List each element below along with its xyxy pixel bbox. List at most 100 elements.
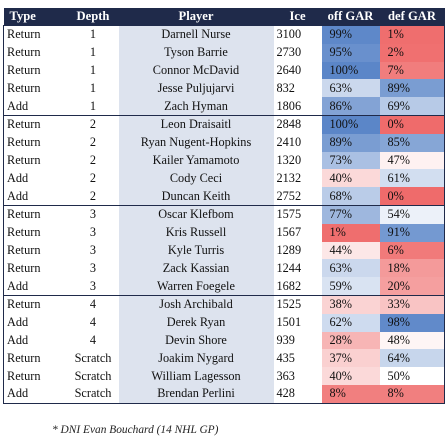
table-row: Add 2 Cody Ceci 2132 40% 61% (4, 169, 445, 188)
cell-player: Derek Ryan (118, 313, 274, 332)
cell-ice: 435 (276, 350, 295, 365)
cell-ice: 363 (276, 368, 295, 383)
cell-type: Add (7, 98, 29, 113)
cell-def-gar: 18% (379, 259, 445, 278)
cell-depth: 3 (89, 278, 97, 293)
cell-def-gar: 33% (379, 294, 445, 314)
cell-off-gar: 73% (321, 151, 380, 170)
cell-depth: 1 (89, 45, 97, 60)
cell-player: Kris Russell (118, 223, 274, 242)
table-row: Return 1 Connor McDavid 2640 100% 7% (4, 61, 445, 80)
cell-player: Zach Hyman (118, 97, 274, 116)
cell-depth: 4 (89, 315, 97, 330)
cell-ice: 1289 (276, 242, 302, 257)
cell-player: Josh Archibald (118, 294, 274, 314)
cell-def-gar: 2% (379, 43, 445, 62)
cell-player: Brendan Perlini (118, 384, 274, 404)
cell-ice: 2730 (276, 45, 302, 60)
cell-off-gar: 68% (321, 187, 380, 206)
cell-off-gar: 37% (321, 349, 380, 368)
cell-def-gar: 54% (379, 204, 445, 224)
cell-player: Devin Shore (118, 331, 274, 350)
cell-type: Add (7, 188, 29, 203)
table-row: Add 4 Derek Ryan 1501 62% 98% (4, 313, 445, 332)
cell-type: Return (7, 135, 41, 150)
cell-type: Return (7, 368, 41, 383)
table-row: Return Scratch Joakim Nygard 435 37% 64% (4, 349, 445, 368)
cell-type: Return (7, 225, 41, 240)
cell-def-gar: 8% (379, 384, 445, 404)
table-row: Add 3 Warren Foegele 1682 59% 20% (4, 277, 445, 296)
cell-off-gar: 28% (321, 331, 380, 350)
cell-ice: 1575 (273, 204, 322, 224)
cell-def-gar: 69% (379, 97, 445, 116)
table-row: Return 1 Tyson Barrie 2730 95% 2% (4, 43, 445, 62)
cell-depth: 1 (67, 24, 119, 44)
cell-player: Darnell Nurse (118, 24, 274, 44)
table-row: Return 1 Darnell Nurse 3100 99% 1% (3, 24, 445, 44)
cell-off-gar: 38% (321, 294, 380, 314)
cell-def-gar: 7% (379, 61, 445, 80)
header-type: Type (3, 8, 68, 26)
cell-depth: 4 (67, 294, 119, 314)
cell-def-gar: 64% (379, 349, 445, 368)
table-row: Return 3 Oscar Klefbom 1575 77% 54% (3, 204, 445, 224)
cell-player: Joakim Nygard (118, 349, 274, 368)
cell-type: Return (7, 45, 41, 60)
cell-off-gar: 62% (321, 313, 380, 332)
cell-ice: 2752 (276, 188, 302, 203)
cell-type: Return (7, 242, 41, 257)
cell-def-gar: 91% (379, 223, 445, 242)
cell-depth: 3 (89, 225, 97, 240)
cell-depth: 3 (89, 260, 97, 275)
table-row: Return 2 Ryan Nugent-Hopkins 2410 89% 85% (4, 133, 445, 152)
cell-type: Return (7, 62, 41, 77)
cell-off-gar: 63% (321, 259, 380, 278)
cell-depth: Scratch (74, 368, 112, 383)
table-row: Add 2 Duncan Keith 2752 68% 0% (4, 187, 445, 206)
cell-player: Duncan Keith (118, 187, 274, 206)
cell-depth: 4 (89, 332, 97, 347)
cell-type: Return (7, 152, 41, 167)
cell-type: Return (3, 204, 68, 224)
cell-type: Add (7, 332, 29, 347)
cell-type: Return (3, 294, 68, 314)
cell-depth: 3 (67, 204, 119, 224)
cell-def-gar: 6% (379, 241, 445, 260)
header-ice: Ice (273, 8, 322, 26)
cell-player: Zack Kassian (118, 259, 274, 278)
cell-ice: 832 (276, 80, 295, 95)
cell-off-gar: 89% (321, 133, 380, 152)
cell-type: Return (7, 260, 41, 275)
cell-depth: 2 (89, 152, 97, 167)
cell-ice: 1525 (273, 294, 322, 314)
cell-def-gar: 50% (379, 367, 445, 385)
cell-player: Warren Foegele (118, 277, 274, 296)
table-row: Add Scratch Brendan Perlini 428 8% 8% (3, 384, 445, 404)
cell-type: Add (7, 315, 29, 330)
cell-ice: 1682 (276, 278, 302, 293)
cell-depth: 2 (89, 135, 97, 150)
cell-off-gar: 77% (321, 204, 380, 224)
cell-ice: 2640 (276, 62, 302, 77)
cell-ice: 1501 (276, 315, 302, 330)
cell-ice: 1320 (276, 152, 302, 167)
cell-ice: 2848 (273, 114, 322, 134)
cell-type: Add (7, 170, 29, 185)
table-row: Return 1 Jesse Puljujarvi 832 63% 89% (4, 79, 445, 98)
header-row: Type Depth Player Ice off GAR def GAR (3, 8, 445, 26)
cell-type: Return (7, 80, 41, 95)
cell-player: Connor McDavid (118, 61, 274, 80)
cell-def-gar: 0% (379, 187, 445, 206)
cell-player: Cody Ceci (118, 169, 274, 188)
table-row: Return 2 Kailer Yamamoto 1320 73% 47% (4, 151, 445, 170)
header-depth: Depth (67, 8, 119, 26)
cell-ice: 2410 (276, 135, 302, 150)
cell-def-gar: 85% (379, 133, 445, 152)
cell-player: Jesse Puljujarvi (118, 79, 274, 98)
footnote: * DNI Evan Bouchard (14 NHL GP) (52, 424, 219, 436)
table-row: Add 4 Devin Shore 939 28% 48% (4, 331, 445, 350)
cell-off-gar: 1% (321, 223, 380, 242)
cell-player: Ryan Nugent-Hopkins (118, 133, 274, 152)
cell-ice: 1244 (276, 260, 302, 275)
